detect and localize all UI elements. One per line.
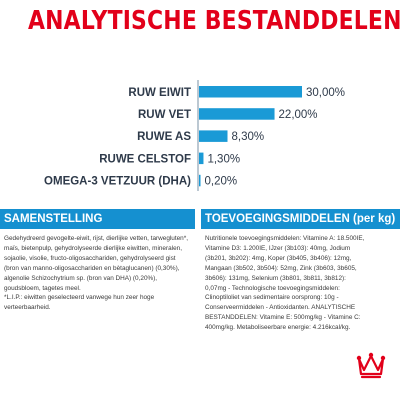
- page-title: ANALYTISCHE BESTANDDELEN: [28, 6, 400, 36]
- value-label: 30,00%: [306, 87, 345, 99]
- chart-axis-line: [197, 80, 199, 191]
- brand-crown-logo: [356, 352, 386, 379]
- composition-paragraph: Gedehydreerd gevogelte-eiwit, rijst, die…: [4, 235, 189, 292]
- category-label: RUWE CELSTOF: [99, 153, 191, 165]
- value-label: 22,00%: [279, 109, 318, 121]
- composition-footnote: *L.I.P.: eiwitten geselecteerd vanwege h…: [4, 294, 155, 312]
- value-label: 0,20%: [205, 176, 238, 188]
- category-label: RUW VET: [138, 109, 191, 121]
- category-label: OMEGA-3 VETZUUR (DHA): [44, 176, 191, 188]
- category-label: RUWE AS: [137, 131, 191, 143]
- bar: [199, 86, 302, 98]
- analysis-bar-chart: RUW EIWIT 30,00% RUW VET 22,00% RUWE AS 8,30%…: [44, 80, 345, 191]
- additives-text: Nutritionele toevoegingsmiddelen: Vitami…: [205, 234, 365, 354]
- value-label: 8,30%: [231, 131, 264, 143]
- composition-header: SAMENSTELLING: [0, 209, 195, 229]
- additives-header: TOEVOEGINGSMIDDELEN (per kg): [201, 209, 400, 229]
- category-label: RUW EIWIT: [128, 87, 191, 99]
- bar: [199, 152, 204, 165]
- value-label: 1,30%: [207, 153, 240, 165]
- bar: [199, 130, 228, 142]
- composition-text: Gedehydreerd gevogelte-eiwit, rijst, die…: [4, 234, 191, 354]
- additives-paragraph: Nutritionele toevoegingsmiddelen: Vitami…: [205, 235, 365, 332]
- bar: [199, 174, 201, 187]
- bar: [199, 108, 275, 120]
